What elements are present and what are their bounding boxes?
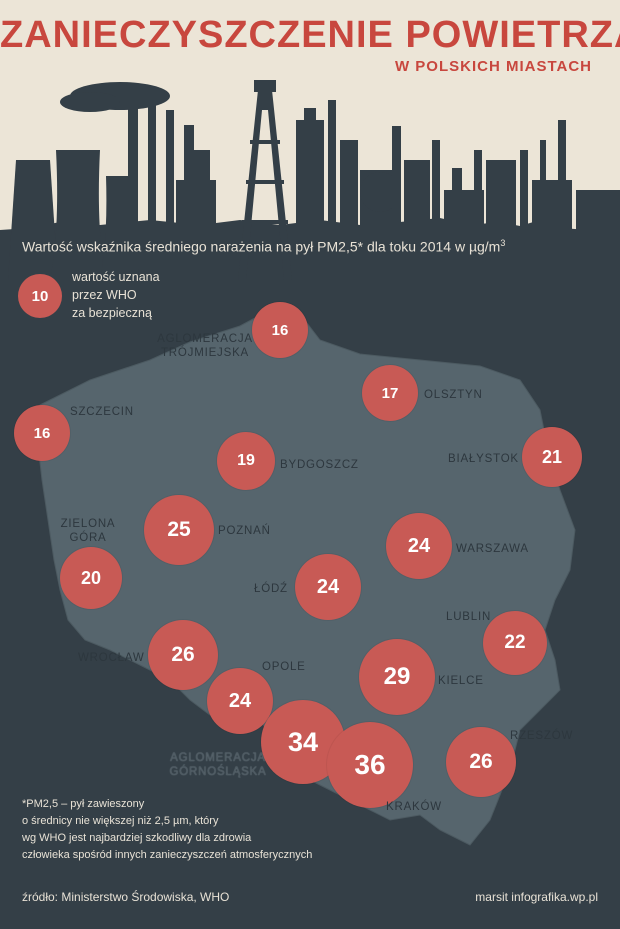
page-subtitle: W POLSKICH MIASTACH bbox=[394, 58, 592, 75]
city-value-zielona-gora: 20 bbox=[60, 547, 122, 609]
city-label-rzeszow: RZESZÓW bbox=[510, 730, 574, 742]
city-value-krakow: 36 bbox=[327, 722, 413, 808]
factory-skyline-illustration bbox=[0, 80, 620, 280]
city-label-poznan: POZNAŃ bbox=[218, 525, 271, 537]
legend-who-value: 10 bbox=[18, 274, 62, 318]
city-value-lodz: 24 bbox=[295, 554, 361, 620]
city-label-gornoslaska: AGLOMERACJA GÓRNOŚLĄSKA bbox=[169, 752, 267, 778]
city-value-wroclaw: 26 bbox=[148, 620, 218, 690]
city-value-trojmiasto: 16 bbox=[252, 302, 308, 358]
city-value-bydgoszcz: 19 bbox=[217, 432, 275, 490]
city-label-lublin: LUBLIN bbox=[446, 611, 492, 623]
city-label-krakow: KRAKÓW bbox=[386, 801, 442, 813]
city-value-szczecin: 16 bbox=[14, 405, 70, 461]
city-label-kielce: KIELCE bbox=[438, 675, 484, 687]
footnote: *PM2,5 – pył zawieszony o średnicy nie w… bbox=[22, 798, 313, 861]
city-value-poznan: 25 bbox=[144, 495, 214, 565]
city-label-bydgoszcz: BYDGOSZCZ bbox=[280, 459, 359, 471]
city-value-bialystok: 21 bbox=[522, 427, 582, 487]
page-title: ZANIECZYSZCZENIE POWIETRZA bbox=[0, 14, 620, 56]
city-label-warszawa: WARSZAWA bbox=[456, 543, 529, 555]
credit-text: marsit infografika.wp.pl bbox=[475, 890, 598, 904]
city-value-lublin: 22 bbox=[483, 611, 547, 675]
city-value-olsztyn: 17 bbox=[362, 365, 418, 421]
city-label-lodz: ŁÓDŹ bbox=[254, 583, 288, 595]
city-label-wroclaw: WROCŁAW bbox=[78, 652, 145, 664]
city-label-trojmiasto: AGLOMERACJA TRÓJMIEJSKA bbox=[157, 333, 253, 359]
city-label-opole: OPOLE bbox=[262, 661, 306, 673]
city-label-olsztyn: OLSZTYN bbox=[424, 389, 483, 401]
city-value-warszawa: 24 bbox=[386, 513, 452, 579]
city-label-zielona-gora: ZIELONA GÓRA bbox=[60, 518, 116, 544]
source-text: źródło: Ministerstwo Środowiska, WHO bbox=[22, 890, 230, 904]
city-value-kielce: 29 bbox=[359, 639, 435, 715]
city-label-bialystok: BIAŁYSTOK bbox=[448, 453, 519, 465]
city-value-rzeszow: 26 bbox=[446, 727, 516, 797]
city-label-szczecin: SZCZECIN bbox=[70, 406, 134, 418]
city-value-opole: 24 bbox=[207, 668, 273, 734]
legend-description: wartość uznana przez WHO za bezpieczną bbox=[72, 270, 160, 320]
caption-superscript: 3 bbox=[500, 238, 506, 248]
chart-caption: Wartość wskaźnika średniego narażenia na… bbox=[22, 238, 506, 255]
